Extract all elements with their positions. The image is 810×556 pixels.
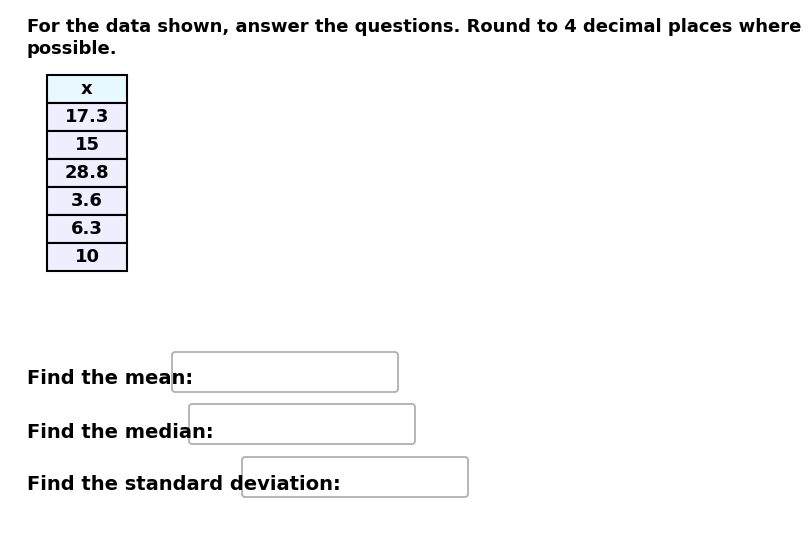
- Bar: [47, 159, 127, 187]
- FancyBboxPatch shape: [172, 352, 398, 392]
- Text: Find the median:: Find the median:: [27, 423, 214, 441]
- Bar: [47, 215, 127, 243]
- Text: 15: 15: [75, 136, 100, 154]
- FancyBboxPatch shape: [189, 404, 415, 444]
- FancyBboxPatch shape: [242, 457, 468, 497]
- Text: x: x: [81, 80, 93, 98]
- Bar: [47, 75, 127, 103]
- Text: 28.8: 28.8: [65, 164, 109, 182]
- Bar: [47, 131, 127, 159]
- Bar: [47, 103, 127, 131]
- Text: For the data shown, answer the questions. Round to 4 decimal places where: For the data shown, answer the questions…: [27, 18, 801, 36]
- Bar: [47, 187, 127, 215]
- Text: Find the mean:: Find the mean:: [27, 370, 193, 389]
- Text: Find the standard deviation:: Find the standard deviation:: [27, 475, 341, 494]
- Text: 10: 10: [75, 248, 100, 266]
- Text: 17.3: 17.3: [65, 108, 109, 126]
- Text: 3.6: 3.6: [71, 192, 103, 210]
- Text: 6.3: 6.3: [71, 220, 103, 238]
- Text: possible.: possible.: [27, 40, 117, 58]
- Bar: [47, 243, 127, 271]
